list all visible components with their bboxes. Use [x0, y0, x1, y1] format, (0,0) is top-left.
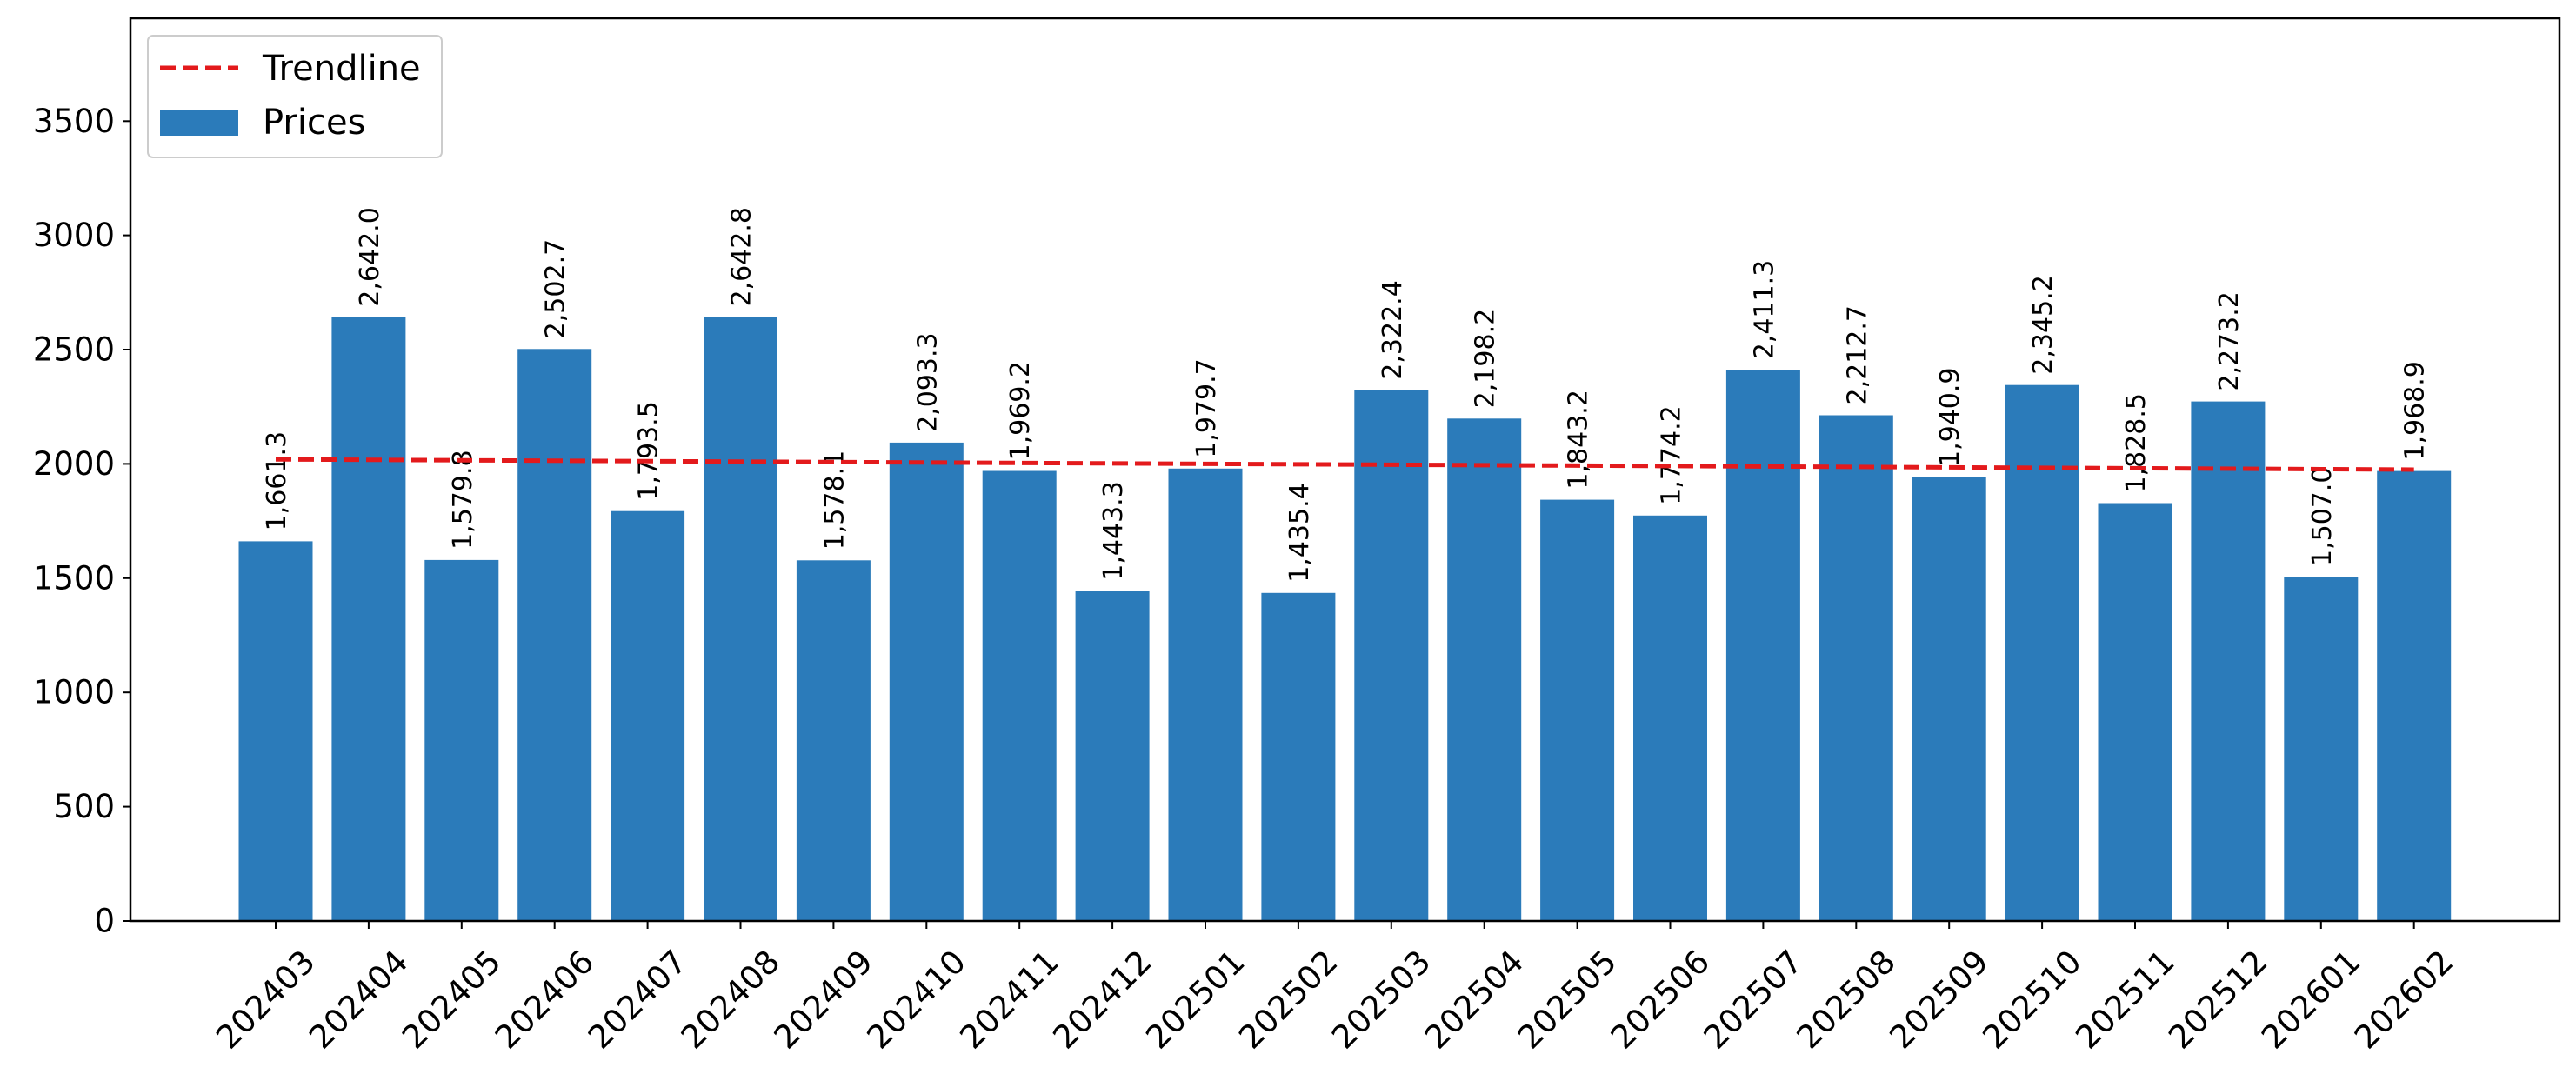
bars: [238, 317, 2452, 922]
bar-202405: [424, 559, 499, 921]
bar-202508: [1819, 415, 1893, 921]
bar-202507: [1725, 370, 1800, 921]
y-tick-label-3000: 3000: [33, 217, 115, 254]
bar-202601: [2284, 577, 2359, 921]
bar-202501: [1168, 468, 1243, 921]
bar-202505: [1540, 499, 1615, 921]
plot-frame: [129, 17, 2561, 923]
bar-202410: [889, 442, 964, 921]
y-tick-label-2500: 2500: [33, 331, 115, 369]
bar-202407: [611, 510, 685, 921]
data-label-202412: 1,443.3: [1098, 481, 1129, 581]
data-label-202505: 1,843.2: [1564, 390, 1594, 490]
trendline: [275, 457, 2414, 472]
bar-202412: [1075, 591, 1150, 921]
data-label-202409: 1,578.1: [819, 450, 850, 551]
bar-202411: [982, 470, 1057, 921]
bar-202502: [1261, 592, 1336, 921]
bar-202406: [517, 349, 592, 921]
bar-202602: [2377, 470, 2452, 921]
data-label-202602: 1,968.9: [2400, 361, 2431, 461]
data-label-202508: 2,212.7: [1842, 305, 1872, 405]
data-label-202507: 2,411.3: [1749, 260, 1779, 360]
bar-202403: [238, 541, 313, 921]
data-label-202411: 1,969.2: [1005, 361, 1036, 461]
data-label-202410: 2,093.3: [912, 332, 943, 432]
bar-202404: [331, 317, 406, 921]
data-label-202503: 2,322.4: [1378, 280, 1408, 380]
y-tick-label-3500: 3500: [33, 103, 115, 140]
bar-202503: [1354, 390, 1429, 921]
data-label-202502: 1,435.4: [1285, 483, 1315, 583]
bar-202512: [2191, 401, 2266, 922]
data-label-202403: 1,661.3: [262, 431, 292, 531]
data-label-202501: 1,979.7: [1191, 358, 1222, 458]
legend: Trendline Prices: [147, 35, 443, 158]
bar-202409: [796, 560, 871, 921]
data-label-202510: 2,345.2: [2028, 275, 2059, 375]
data-label-202511: 1,828.5: [2121, 393, 2152, 493]
data-label-202601: 1,507.0: [2307, 466, 2338, 566]
y-axis: 0 500 1000 1500 2000 2500 3000 3500: [33, 103, 130, 940]
bar-202504: [1447, 418, 1522, 921]
data-label-202504: 2,198.2: [1471, 309, 1501, 409]
legend-prices-label: Prices: [263, 103, 365, 143]
data-label-202509: 1,940.9: [1935, 367, 1965, 467]
data-label-202406: 2,502.7: [541, 239, 571, 339]
data-label-202405: 1,579.8: [448, 450, 478, 550]
bar-202506: [1633, 515, 1707, 921]
bar-202511: [2098, 503, 2172, 921]
data-label-202408: 2,642.8: [727, 207, 757, 307]
bar-202510: [2005, 384, 2079, 921]
data-label-202404: 2,642.0: [355, 207, 385, 307]
legend-trendline-label: Trendline: [262, 49, 421, 89]
data-labels: 1,661.3 2,642.0 1,579.8 2,502.7 1,793.5 2,642…: [262, 207, 2431, 583]
bar-202408: [704, 317, 777, 921]
bar-202509: [1912, 477, 1986, 921]
y-tick-label-0: 0: [94, 903, 115, 940]
data-label-202407: 1,793.5: [634, 401, 664, 501]
data-label-202512: 2,273.2: [2214, 291, 2245, 391]
y-tick-label-1500: 1500: [33, 559, 115, 597]
y-tick-label-500: 500: [53, 788, 115, 825]
legend-prices-swatch: [160, 110, 238, 136]
y-tick-label-2000: 2000: [33, 445, 115, 483]
trendline-group: [275, 457, 2414, 472]
y-tick-label-1000: 1000: [33, 674, 115, 711]
data-label-202506: 1,774.2: [1657, 405, 1687, 505]
